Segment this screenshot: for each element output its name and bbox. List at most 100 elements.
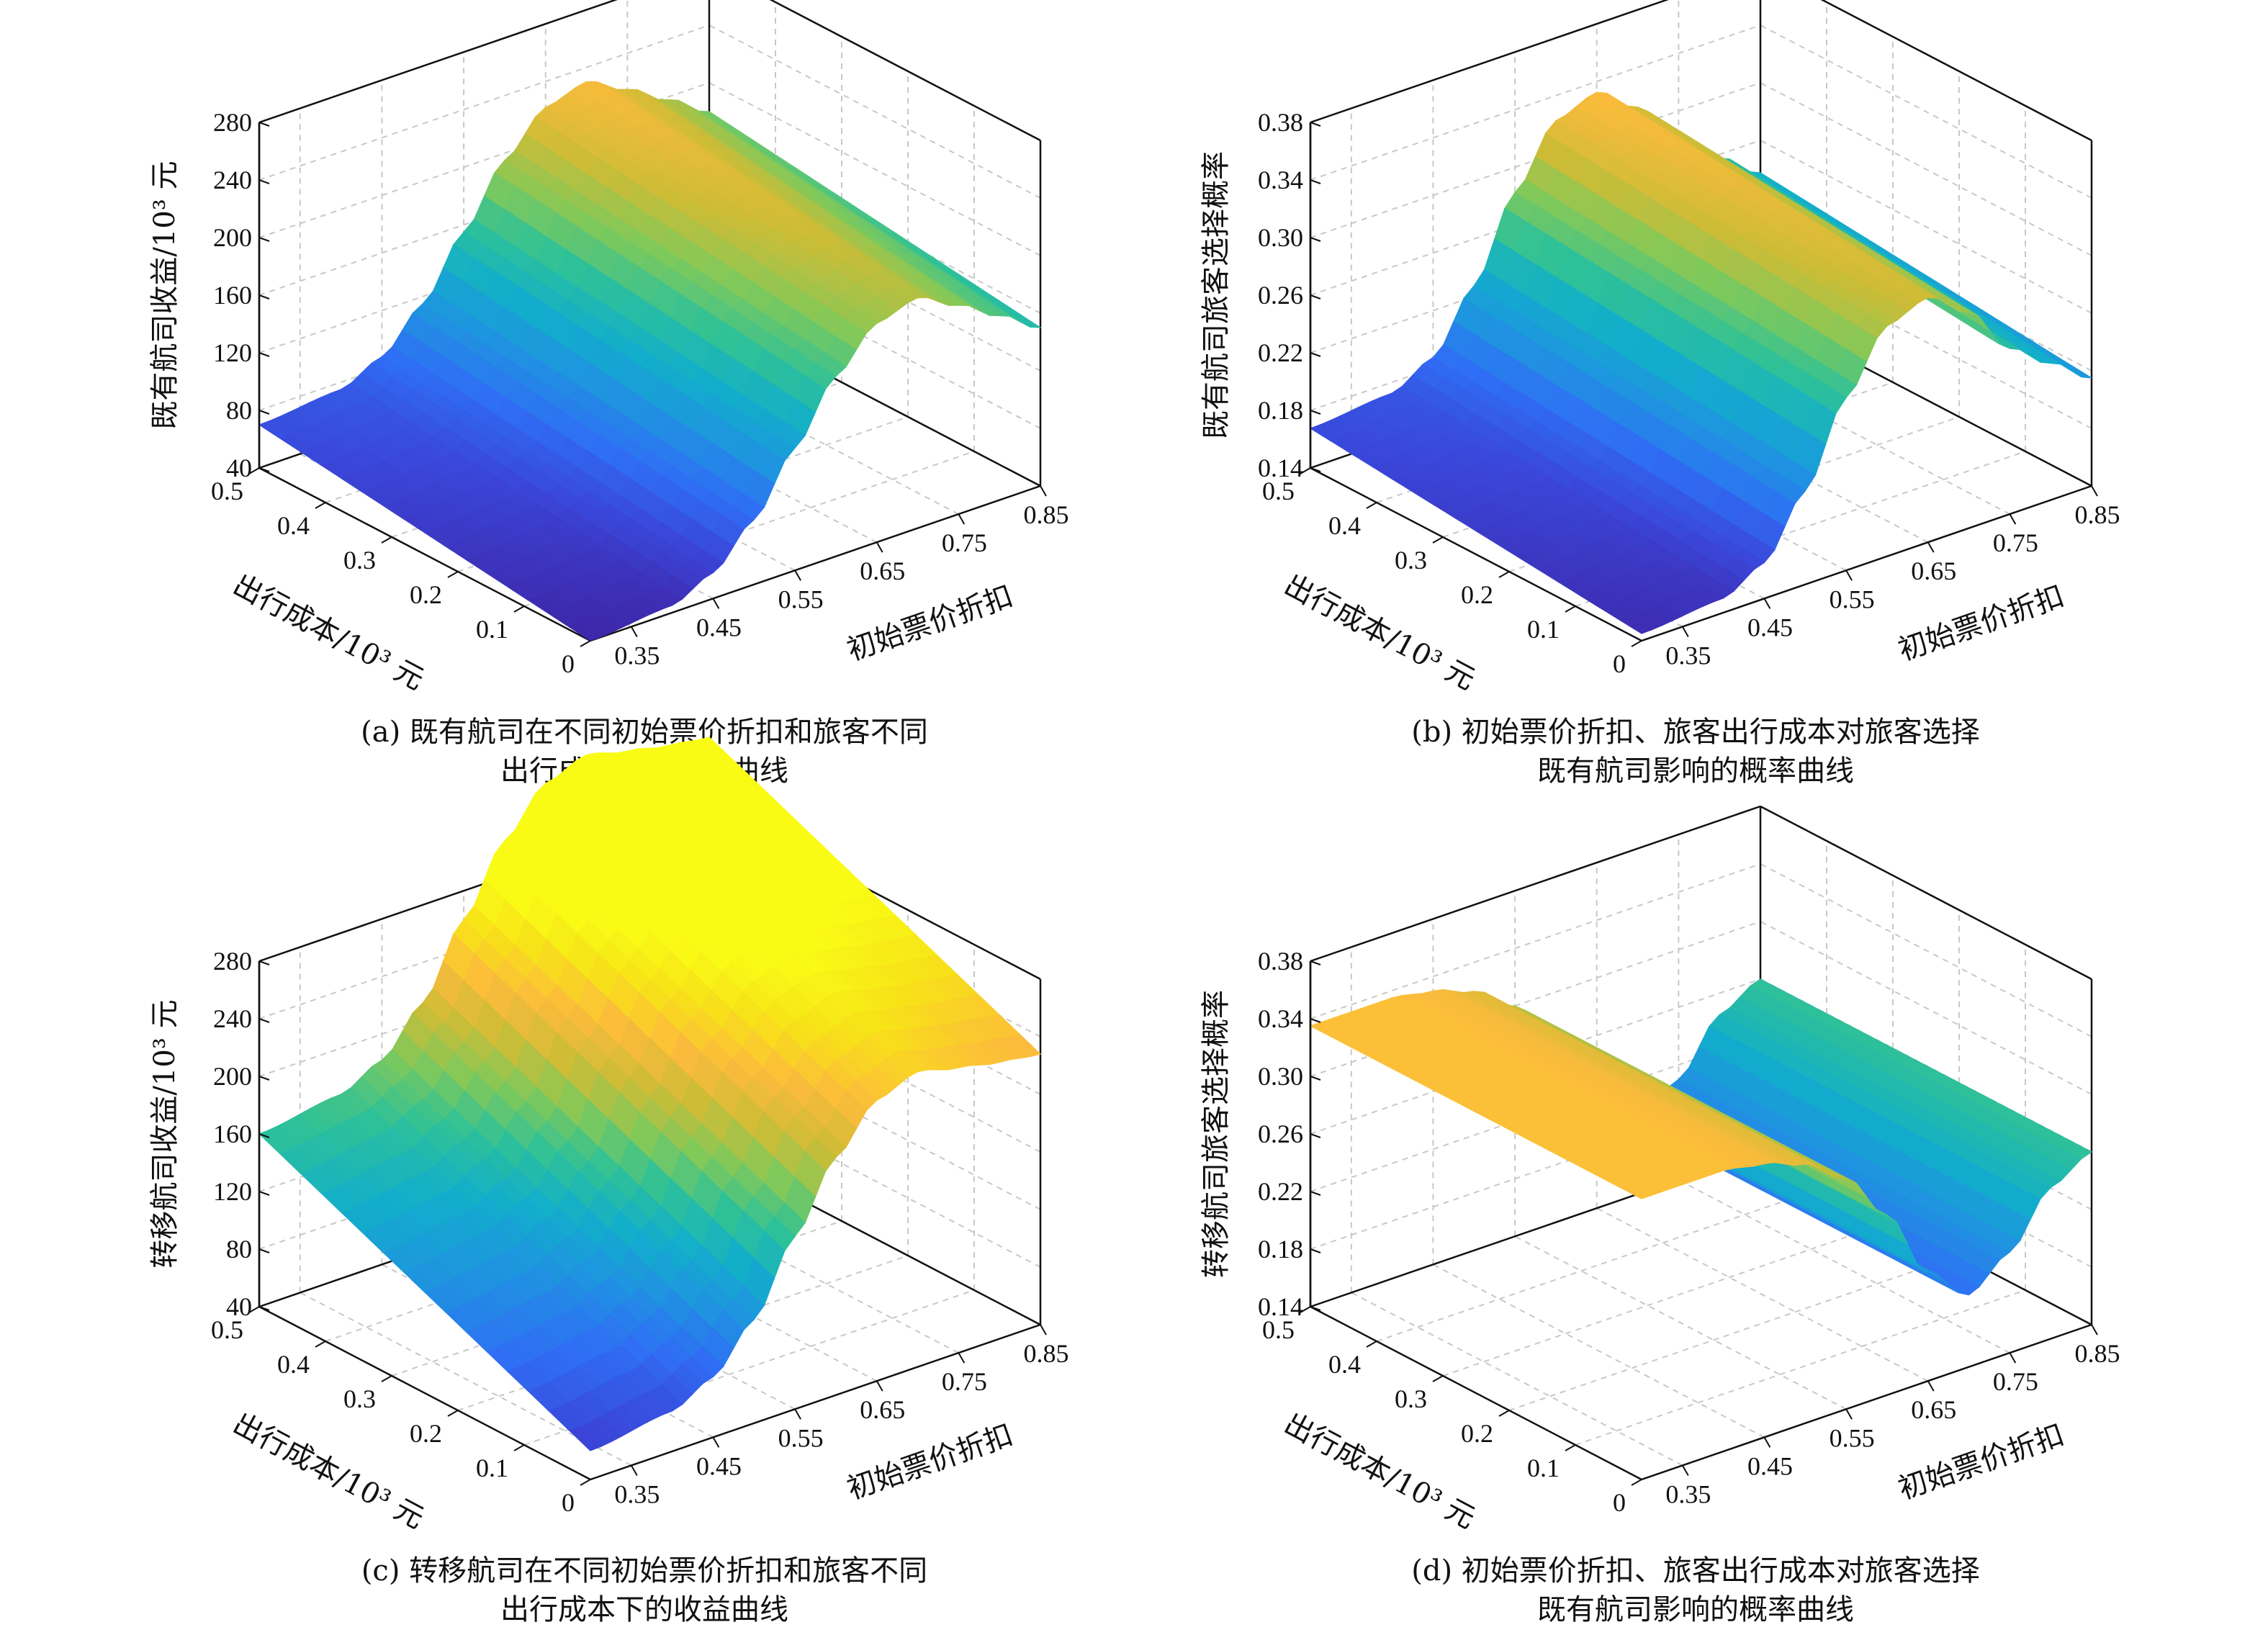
- z-tick-label: 0.14: [1258, 454, 1303, 482]
- z-tick-label: 200: [213, 1062, 252, 1091]
- x-tick-label: 0.75: [942, 528, 987, 557]
- x-tick-label: 0.45: [696, 613, 742, 641]
- z-tick-label: 0.38: [1258, 108, 1303, 137]
- tick-labels: 40 80 120 160 200 240 280 0.35 0.45 0.55 0.65 0.75 0…: [211, 947, 1069, 1517]
- surface: [258, 737, 1042, 1451]
- x-tick-label: 0.65: [1911, 557, 1956, 585]
- z-tick-label: 0.34: [1258, 166, 1303, 194]
- z-tick-label: 280: [213, 947, 252, 976]
- y-tick-label: 0.1: [476, 615, 508, 644]
- chart-panel-c: 40 80 120 160 200 240 280 0.35 0.45 0.55 0.65 0.75 0…: [148, 737, 1069, 1626]
- tick-labels: 0.140.180.220.260.300.340.380.350.450.55…: [1258, 108, 2120, 678]
- x-tick-label: 0.45: [696, 1451, 742, 1480]
- z-tick-label: 80: [226, 1235, 252, 1264]
- x-tick-label: 0.35: [1665, 1479, 1711, 1508]
- y-tick-label: 0.4: [277, 1350, 310, 1379]
- y-tick-label: 0: [1613, 649, 1626, 678]
- z-tick-label: 240: [213, 166, 252, 194]
- caption-line: 既有航司影响的概率曲线: [1537, 755, 1854, 788]
- z-tick-label: 120: [213, 1177, 252, 1206]
- y-axis-label: 出行成本/10³ 元: [1279, 568, 1480, 696]
- y-tick-label: 0.2: [1461, 1419, 1493, 1448]
- x-tick-label: 0.55: [778, 585, 824, 613]
- z-tick-label: 160: [213, 1120, 252, 1148]
- z-tick-label: 280: [213, 108, 252, 137]
- x-tick-label: 0.65: [860, 1395, 905, 1424]
- z-tick-label: 0.30: [1258, 223, 1303, 252]
- y-tick-label: 0.4: [277, 511, 310, 540]
- y-axis-label: 出行成本/10³ 元: [1279, 1407, 1480, 1535]
- x-tick-label: 0.85: [1024, 1339, 1069, 1368]
- y-tick-label: 0.4: [1328, 511, 1361, 540]
- x-axis-label: 初始票价折扣: [1894, 580, 2069, 667]
- surface-patch: [1619, 1184, 1653, 1199]
- x-tick-label: 0.75: [1993, 528, 2038, 557]
- surface: [1309, 978, 2093, 1296]
- y-tick-label: 0.3: [1395, 546, 1427, 575]
- y-tick-label: 0.1: [476, 1454, 508, 1482]
- y-tick-label: 0.5: [1262, 477, 1295, 505]
- z-tick-label: 0.34: [1258, 1004, 1303, 1033]
- z-tick-label: 0.14: [1258, 1292, 1303, 1321]
- surface-patch: [568, 623, 602, 641]
- z-tick-label: 0.38: [1258, 947, 1303, 976]
- y-tick-label: 0: [1613, 1488, 1626, 1517]
- z-tick-label: 0.22: [1258, 338, 1303, 367]
- x-tick-label: 0.65: [1911, 1395, 1956, 1424]
- x-tick-label: 0.75: [942, 1367, 987, 1396]
- caption-line: (c) 转移航司在不同初始票价折扣和旅客不同: [361, 1554, 927, 1587]
- x-tick-label: 0.85: [2075, 500, 2120, 529]
- x-tick-label: 0.45: [1747, 613, 1793, 641]
- chart-panel-a: 40 80 120 160 200 240 280 0.35 0.45 0.55 0.65 0.75 0…: [148, 0, 1069, 788]
- caption-line: 既有航司影响的概率曲线: [1537, 1593, 1854, 1626]
- caption-line: (b) 初始票价折扣、旅客出行成本对旅客选择: [1411, 716, 1980, 749]
- caption-line: (d) 初始票价折扣、旅客出行成本对旅客选择: [1411, 1554, 1980, 1587]
- tick-labels: 0.140.180.220.260.300.340.380.350.450.55…: [1258, 947, 2120, 1517]
- x-tick-label: 0.65: [860, 557, 905, 585]
- z-axis-label: 转移航司收益/10³ 元: [148, 999, 181, 1268]
- y-tick-label: 0.2: [410, 1419, 442, 1448]
- z-tick-label: 0.18: [1258, 1235, 1303, 1264]
- y-tick-label: 0: [562, 649, 575, 678]
- tick-labels: 40 80 120 160 200 240 280 0.35 0.45 0.55 0.65 0.75 0…: [211, 108, 1069, 678]
- z-tick-label: 200: [213, 223, 252, 252]
- y-tick-label: 0.5: [211, 477, 243, 505]
- y-tick-label: 0.5: [1262, 1315, 1295, 1344]
- z-tick-label: 0.26: [1258, 1120, 1303, 1148]
- y-axis-label: 出行成本/10³ 元: [228, 1407, 429, 1535]
- z-tick-label: 40: [226, 454, 252, 482]
- z-tick-label: 0.18: [1258, 396, 1303, 425]
- x-tick-label: 0.55: [1830, 1423, 1875, 1452]
- x-axis-label: 初始票价折扣: [843, 580, 1017, 667]
- z-tick-label: 0.22: [1258, 1177, 1303, 1206]
- chart-panel-b: 0.140.180.220.260.300.340.380.350.450.55…: [1200, 0, 2120, 788]
- y-tick-label: 0.3: [1395, 1384, 1427, 1413]
- x-tick-label: 0.35: [614, 641, 660, 670]
- z-tick-label: 0.26: [1258, 281, 1303, 310]
- x-tick-label: 0.75: [1993, 1367, 2038, 1396]
- surface: [1309, 91, 2092, 634]
- z-tick-label: 240: [213, 1004, 252, 1033]
- surface-patch: [2060, 364, 2092, 379]
- y-tick-label: 0.1: [1527, 615, 1560, 644]
- surface-patch: [1007, 312, 1043, 328]
- x-axis-label: 初始票价折扣: [843, 1418, 1017, 1506]
- z-tick-label: 40: [226, 1292, 252, 1321]
- surface-patch: [1619, 616, 1653, 634]
- x-tick-label: 0.35: [1665, 641, 1711, 670]
- z-axis-label: 既有航司收益/10³ 元: [148, 161, 181, 429]
- surface: [258, 81, 1043, 641]
- y-tick-label: 0.1: [1527, 1454, 1560, 1482]
- y-axis-label: 出行成本/10³ 元: [228, 568, 429, 696]
- x-tick-label: 0.85: [2075, 1339, 2120, 1368]
- surface-patch: [569, 1426, 602, 1451]
- y-tick-label: 0.4: [1328, 1350, 1361, 1379]
- z-axis-label: 转移航司旅客选择概率: [1200, 990, 1233, 1278]
- z-tick-label: 80: [226, 396, 252, 425]
- y-tick-label: 0.3: [343, 546, 376, 575]
- x-tick-label: 0.55: [1830, 585, 1875, 613]
- x-tick-label: 0.85: [1024, 500, 1069, 529]
- y-tick-label: 0.5: [211, 1315, 243, 1344]
- x-tick-label: 0.35: [614, 1479, 660, 1508]
